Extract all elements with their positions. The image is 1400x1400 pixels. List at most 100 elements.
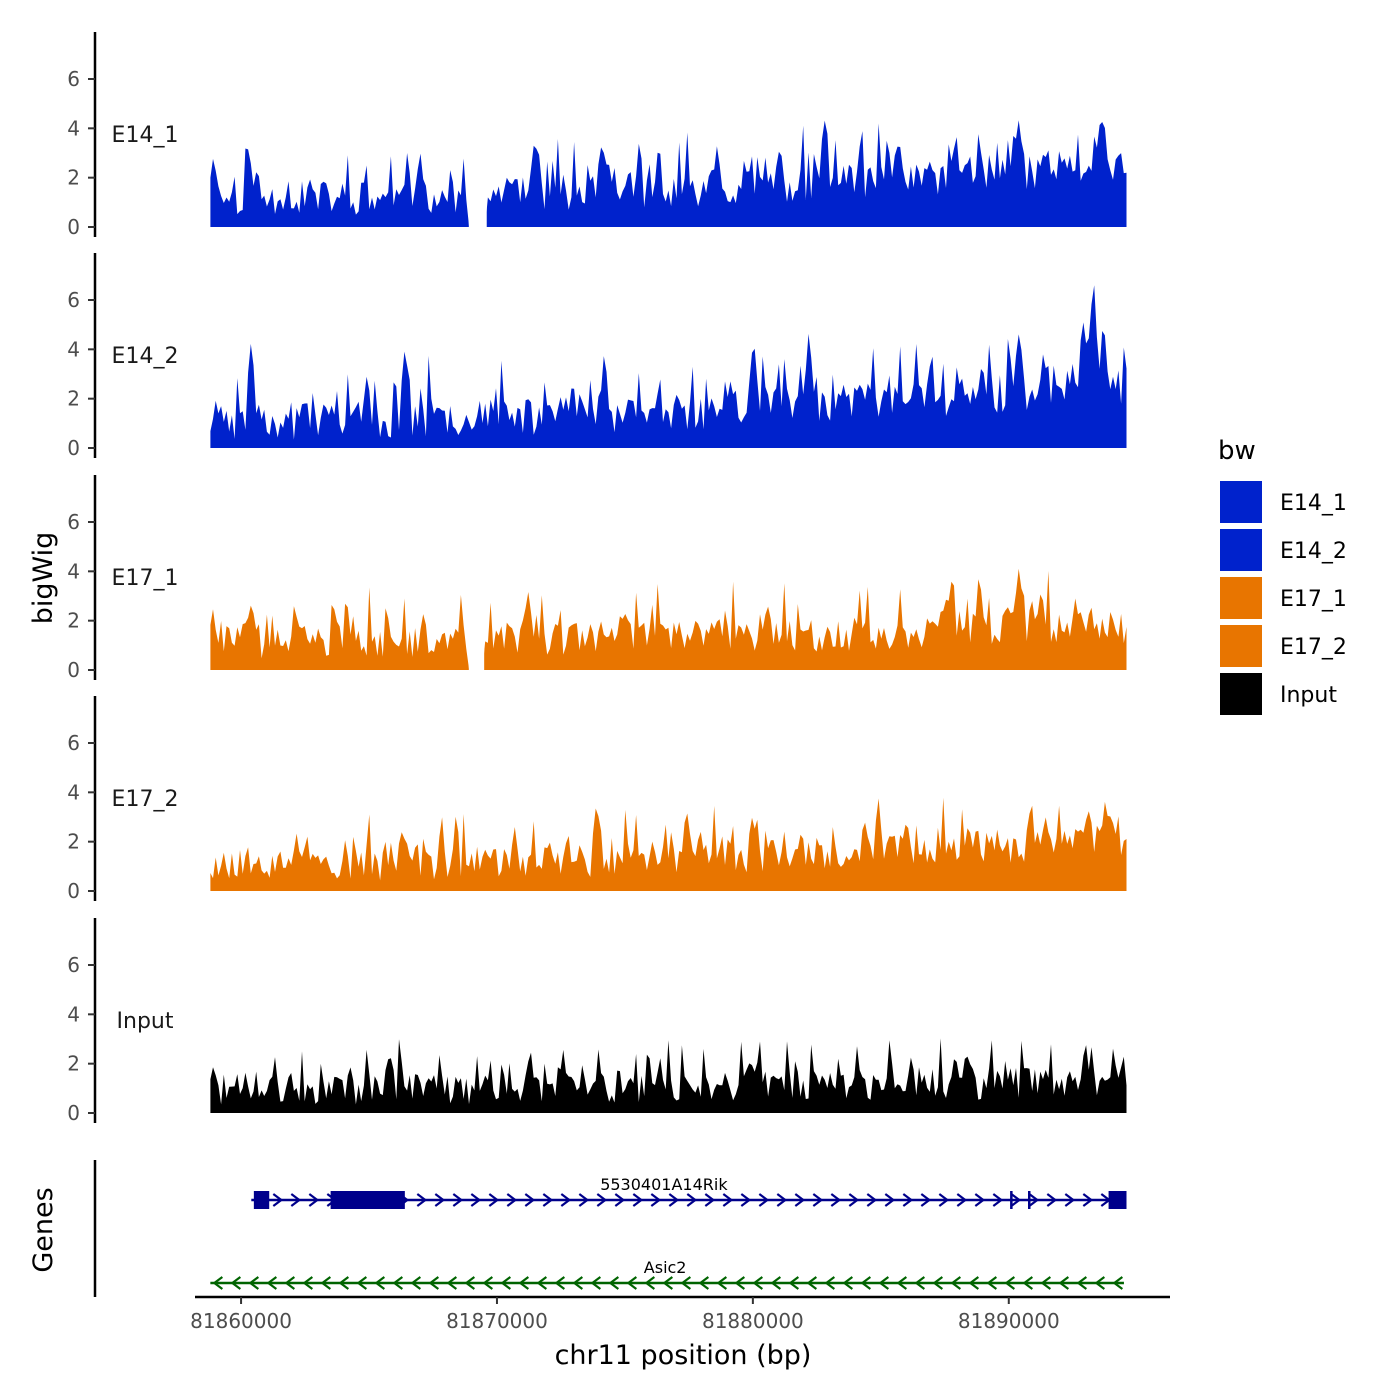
strand-arrow bbox=[914, 1276, 926, 1290]
strand-arrow bbox=[1064, 1193, 1076, 1207]
strand-arrow bbox=[1112, 1276, 1124, 1290]
strand-arrow bbox=[518, 1276, 530, 1290]
strand-arrow bbox=[896, 1276, 908, 1290]
x-tick-label: 81880000 bbox=[702, 1309, 804, 1333]
strand-arrow bbox=[806, 1276, 818, 1290]
legend-title: bw bbox=[1218, 436, 1256, 466]
strand-arrow bbox=[1022, 1276, 1034, 1290]
strand-arrow bbox=[374, 1276, 386, 1290]
strand-arrow bbox=[1040, 1276, 1052, 1290]
strand-arrow bbox=[776, 1193, 788, 1207]
strand-arrow bbox=[410, 1276, 422, 1290]
strand-arrow bbox=[860, 1276, 872, 1290]
strand-arrow bbox=[752, 1276, 764, 1290]
strand-arrow bbox=[248, 1276, 260, 1290]
strand-arrow bbox=[1010, 1193, 1022, 1207]
strand-arrow bbox=[428, 1276, 440, 1290]
strand-arrow bbox=[464, 1276, 476, 1290]
strand-arrow bbox=[848, 1193, 860, 1207]
strand-arrow bbox=[1082, 1193, 1094, 1207]
strand-arrow bbox=[824, 1276, 836, 1290]
strand-arrow bbox=[734, 1276, 746, 1290]
strand-arrow bbox=[722, 1193, 734, 1207]
strand-arrow bbox=[542, 1193, 554, 1207]
legend-swatch bbox=[1218, 527, 1264, 573]
strand-arrow bbox=[470, 1193, 482, 1207]
strand-arrow bbox=[632, 1193, 644, 1207]
strand-arrow bbox=[524, 1193, 536, 1207]
strand-arrow bbox=[356, 1276, 368, 1290]
strand-arrow bbox=[668, 1193, 680, 1207]
y-tick-label: 6 bbox=[67, 67, 80, 91]
gene-asic2: Asic2 bbox=[210, 1258, 1124, 1290]
legend-swatch bbox=[1218, 671, 1264, 717]
strand-arrow bbox=[614, 1193, 626, 1207]
strand-arrow bbox=[230, 1276, 242, 1290]
legend-label: E14_2 bbox=[1280, 539, 1347, 564]
track-e17-1: 0 2 4 6 E17_1 bbox=[67, 475, 1127, 682]
y-tick-label: 4 bbox=[67, 116, 80, 140]
y-tick-label: 6 bbox=[67, 953, 80, 977]
strand-arrow bbox=[272, 1193, 284, 1207]
strand-arrow bbox=[302, 1276, 314, 1290]
strand-arrow bbox=[500, 1276, 512, 1290]
y-tick-label: 2 bbox=[67, 166, 80, 190]
strand-arrow bbox=[1058, 1276, 1070, 1290]
strand-arrow bbox=[758, 1193, 770, 1207]
track-e14-2: 0 2 4 6 E14_2 bbox=[67, 253, 1127, 460]
strand-arrow bbox=[1004, 1276, 1016, 1290]
strand-arrow bbox=[572, 1276, 584, 1290]
exon-block bbox=[330, 1191, 405, 1209]
y-axis-title: bigWig bbox=[28, 532, 59, 625]
strand-arrow bbox=[992, 1193, 1004, 1207]
strand-arrow bbox=[866, 1193, 878, 1207]
strand-arrow bbox=[1028, 1193, 1040, 1207]
strand-arrow bbox=[968, 1276, 980, 1290]
y-tick-label: 6 bbox=[67, 510, 80, 534]
exon-block bbox=[1108, 1191, 1127, 1209]
coverage-gap bbox=[468, 480, 485, 671]
strand-arrow bbox=[812, 1193, 824, 1207]
strand-arrow bbox=[482, 1276, 494, 1290]
legend-item-e17-2: E17_2 bbox=[1218, 623, 1347, 669]
coverage-area bbox=[210, 285, 1127, 448]
strand-arrow bbox=[560, 1193, 572, 1207]
exon-block bbox=[253, 1191, 270, 1209]
y-tick-label: 6 bbox=[67, 731, 80, 755]
strand-arrow bbox=[794, 1193, 806, 1207]
strand-arrow bbox=[1076, 1276, 1088, 1290]
strand-arrow bbox=[704, 1193, 716, 1207]
strand-arrow bbox=[212, 1276, 224, 1290]
coverage-tracks: 0 2 4 6 E14_1 0 2 4 6 E14_2 0 2 4 6 E17_1 0 2 4 6 E17_2 0 2 4 6… bbox=[67, 32, 1127, 1125]
y-tick-label: 0 bbox=[67, 1101, 80, 1125]
x-axis-title: chr11 position (bp) bbox=[555, 1340, 812, 1371]
legend-item-e14-1: E14_1 bbox=[1218, 479, 1347, 525]
x-tick-label: 81870000 bbox=[446, 1309, 548, 1333]
gene-track: 5530401A14Rik Asic2 bbox=[93, 1160, 1127, 1297]
strand-arrow bbox=[536, 1276, 548, 1290]
track-label: E17_1 bbox=[112, 566, 179, 591]
strand-arrow bbox=[884, 1193, 896, 1207]
strand-arrow bbox=[830, 1193, 842, 1207]
genes-axis-title: Genes bbox=[28, 1187, 59, 1272]
strand-arrow bbox=[740, 1193, 752, 1207]
y-tick-label: 2 bbox=[67, 830, 80, 854]
y-tick-label: 4 bbox=[67, 337, 80, 361]
strand-arrow bbox=[698, 1276, 710, 1290]
strand-arrow bbox=[956, 1193, 968, 1207]
strand-arrow bbox=[320, 1276, 332, 1290]
legend-swatch bbox=[1218, 575, 1264, 621]
gene-label: Asic2 bbox=[644, 1258, 687, 1277]
strand-arrow bbox=[788, 1276, 800, 1290]
gene-label: 5530401A14Rik bbox=[600, 1175, 728, 1194]
legend-item-e14-2: E14_2 bbox=[1218, 527, 1347, 573]
x-tick-label: 81860000 bbox=[190, 1309, 292, 1333]
strand-arrow bbox=[338, 1276, 350, 1290]
coverage-area bbox=[210, 120, 1127, 227]
legend-swatch bbox=[1218, 479, 1264, 525]
strand-arrow bbox=[446, 1276, 458, 1290]
strand-arrow bbox=[626, 1276, 638, 1290]
legend-item-e17-1: E17_1 bbox=[1218, 575, 1347, 621]
strand-arrow bbox=[920, 1193, 932, 1207]
